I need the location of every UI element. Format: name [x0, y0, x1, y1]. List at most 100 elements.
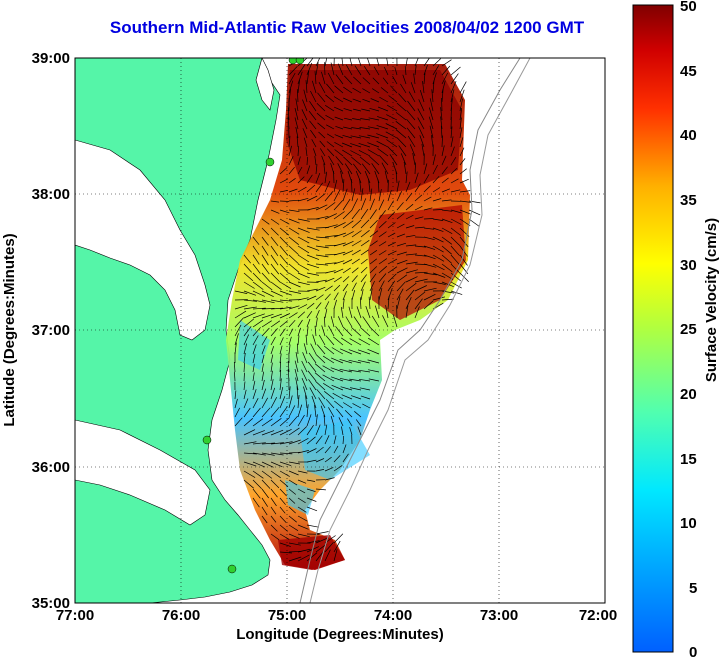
velocity-arrow: [288, 386, 291, 400]
velocity-arrow: [381, 162, 389, 175]
velocity-arrow: [316, 112, 326, 121]
velocity-arrow: [279, 452, 293, 455]
velocity-arrow: [297, 515, 308, 522]
velocity-arrow: [297, 297, 309, 301]
velocity-arrow: [315, 537, 329, 544]
radar-station: [202, 435, 212, 445]
velocity-arrow: [279, 236, 289, 246]
velocity-arrow: [358, 338, 371, 346]
velocity-arrow: [324, 234, 338, 238]
velocity-arrow: [387, 296, 390, 310]
velocity-arrow: [234, 290, 248, 294]
velocity-arrow: [310, 129, 317, 139]
velocity-arrow: [288, 556, 302, 562]
colorbar-tick-label: 0: [689, 644, 697, 659]
velocity-arrow: [306, 236, 320, 242]
velocity-arrow: [288, 135, 291, 148]
velocity-arrow: [405, 289, 415, 301]
velocity-arrow: [324, 62, 326, 76]
velocity-arrow: [243, 263, 252, 273]
velocity-arrow: [306, 174, 313, 184]
velocity-arrow: [243, 334, 250, 346]
velocity-arrow: [351, 249, 361, 256]
velocity-arrow: [306, 425, 314, 436]
velocity-arrow: [423, 263, 437, 268]
velocity-arrow: [279, 313, 291, 319]
velocity-arrow: [396, 296, 401, 310]
velocity-arrow: [387, 241, 396, 247]
velocity-arrow: [261, 418, 273, 427]
y-tick-label: 37:00: [32, 322, 70, 339]
velocity-arrow: [279, 178, 288, 184]
velocity-arrow: [333, 232, 347, 238]
velocity-vectors: [233, 58, 481, 562]
velocity-arrow: [261, 363, 264, 373]
velocity-arrow: [353, 316, 362, 328]
velocity-arrow: [414, 194, 423, 202]
velocity-arrow: [234, 342, 237, 355]
velocity-arrow: [297, 479, 307, 484]
velocity-arrow: [302, 128, 308, 139]
velocity-arrow: [342, 435, 345, 445]
velocity-arrow: [423, 300, 434, 310]
velocity-arrow: [450, 227, 461, 236]
velocity-arrow: [368, 369, 380, 373]
velocity-arrow: [288, 344, 291, 355]
velocity-arrow: [344, 163, 353, 175]
velocity-arrow: [301, 369, 308, 382]
velocity-arrow: [270, 236, 279, 247]
velocity-arrow: [450, 146, 455, 157]
velocity-arrow: [362, 403, 371, 409]
velocity-arrow: [387, 258, 398, 265]
velocity-arrow: [288, 305, 300, 310]
velocity-arrow: [423, 72, 426, 85]
velocity-arrow: [233, 361, 236, 373]
velocity-arrow: [378, 288, 383, 301]
velocity-arrow: [345, 64, 353, 76]
velocity-arrow: [412, 153, 416, 166]
velocity-arrow: [279, 551, 293, 554]
velocity-arrow: [261, 290, 274, 298]
colorbar-tick-label: 50: [680, 0, 697, 15]
velocity-arrow: [301, 118, 308, 130]
velocity-arrow: [261, 452, 275, 456]
velocity-arrow: [243, 312, 256, 319]
velocity-arrow: [261, 320, 272, 328]
velocity-arrow: [328, 155, 335, 166]
velocity-arrow: [387, 280, 396, 292]
velocity-arrow: [315, 458, 325, 463]
velocity-arrow: [333, 465, 343, 472]
velocity-arrow: [261, 470, 273, 479]
velocity-arrow: [243, 461, 257, 467]
velocity-arrow: [324, 308, 328, 319]
velocity-arrow: [270, 429, 284, 436]
velocity-arrow: [360, 198, 367, 211]
velocity-arrow: [297, 437, 309, 445]
velocity-arrow: [369, 156, 380, 166]
velocity-arrow: [441, 59, 452, 67]
velocity-arrow: [410, 82, 416, 94]
velocity-arrow: [330, 376, 344, 382]
velocity-arrow: [315, 469, 325, 472]
velocity-arrow: [323, 414, 326, 427]
velocity-arrow: [405, 225, 415, 229]
velocity-arrow: [297, 218, 310, 222]
velocity-arrow: [312, 148, 317, 157]
velocity-arrow: [351, 230, 362, 238]
velocity-arrow: [297, 470, 308, 474]
velocity-arrow: [297, 548, 311, 553]
velocity-arrow: [270, 307, 284, 310]
velocity-arrow: [432, 58, 441, 67]
velocity-arrow: [288, 236, 299, 245]
velocity-arrow: [252, 307, 266, 310]
velocity-arrow: [405, 305, 409, 319]
velocity-arrow: [311, 395, 317, 409]
velocity-arrow: [405, 58, 408, 67]
velocity-arrow: [405, 171, 408, 184]
velocity-arrow: [441, 65, 451, 76]
velocity-arrow: [279, 378, 282, 391]
velocity-arrow: [382, 77, 389, 85]
velocity-arrow: [372, 88, 380, 94]
velocity-arrow: [342, 231, 354, 238]
velocity-arrow: [333, 200, 343, 211]
